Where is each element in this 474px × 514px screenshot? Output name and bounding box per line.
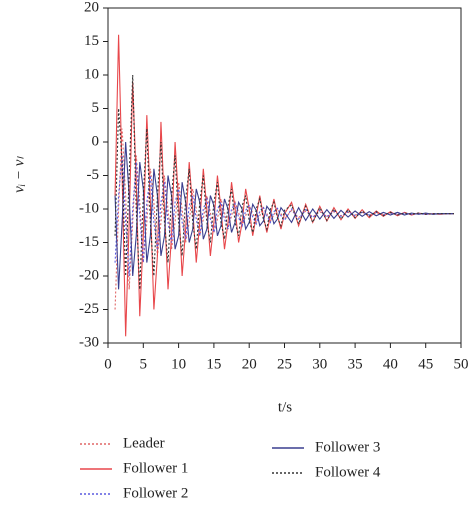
x-tick-label: 50 [454,356,469,372]
y-tick-label: 0 [92,133,100,149]
y-tick-label: -10 [79,200,99,216]
series-line [114,155,454,277]
legend-label: Follower 3 [315,439,380,455]
y-tick-label: 10 [84,66,99,82]
y-axis-label: νᵢ − νₗ [11,156,27,193]
y-tick-label: -30 [79,334,99,350]
y-tick-label: -5 [87,167,100,183]
x-tick-label: 10 [171,356,186,372]
series-line [114,141,454,290]
x-tick-label: 45 [418,356,433,372]
legend-label: Leader [123,435,165,451]
legend-label: Follower 4 [315,464,381,480]
x-tick-label: 35 [348,356,363,372]
x-tick-label: 0 [104,356,112,372]
x-tick-label: 30 [312,356,327,372]
series-line [114,74,454,290]
y-tick-label: 5 [92,100,100,116]
y-tick-label: 15 [84,33,99,49]
x-tick-label: 40 [383,356,398,372]
x-tick-label: 5 [140,356,148,372]
x-axis-label: t/s [278,399,292,415]
y-tick-label: -20 [79,267,99,283]
x-tick-label: 25 [277,356,292,372]
y-tick-label: -25 [79,301,99,317]
x-tick-label: 20 [242,356,257,372]
legend-label: Follower 1 [123,460,188,476]
plot-frame [107,7,462,344]
y-tick-label: 20 [84,0,99,15]
legend-label: Follower 2 [123,485,188,501]
y-tick-label: -15 [79,234,99,250]
series-line [114,34,454,337]
x-tick-label: 15 [206,356,221,372]
